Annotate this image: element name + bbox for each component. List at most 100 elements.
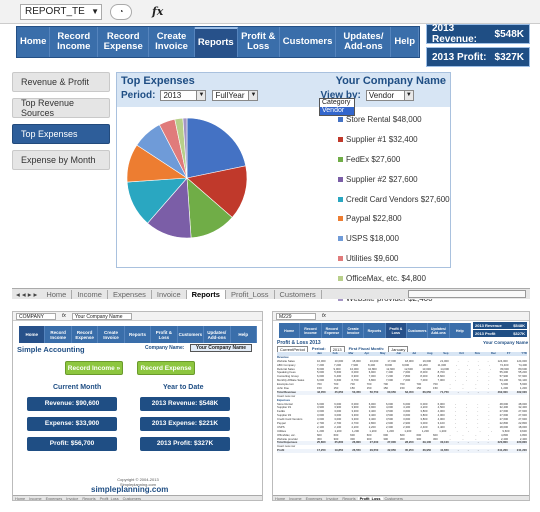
thumb1-tab-expenses[interactable]: Expenses [45,497,63,501]
thumb2-name-box[interactable]: M229 [276,312,316,320]
chevron-down-icon[interactable]: ▼ [403,91,413,100]
thumb1-tab-reports[interactable]: Reports [82,497,96,501]
thumb2-tab-income[interactable]: Income [289,497,302,501]
range-select[interactable]: FullYear ▼ [212,90,259,101]
chevron-down-icon[interactable]: ▼ [91,6,99,16]
table-cell: - [454,370,456,375]
header-cell: Mar [348,351,354,355]
chevron-down-icon[interactable]: ▼ [248,91,258,100]
thumb2-tab-home[interactable]: Home [275,497,286,501]
thumb1-nav-record-income[interactable]: Record Income [45,326,72,343]
table-cell: 30,100 [440,440,449,445]
nav-profit-loss[interactable]: Profit & Loss [238,27,280,57]
row-values: 3,900 3,900 3,900 3,900 4,000 4,100 4,200 4,500… [317,406,527,410]
nav-updates-add-ons[interactable]: Updates/ Add-ons [336,27,392,57]
sheet-tab-income[interactable]: Income [72,289,108,299]
table-cell: - [466,401,467,406]
nav-record-income[interactable]: Record Income [50,27,99,57]
thumb2-tab-profit-loss[interactable]: Profit_Loss [357,497,383,501]
nav-reports[interactable]: Reports [194,27,238,57]
thumb2-tab-customers[interactable]: Customers [384,497,403,501]
nav-record-expense[interactable]: Record Expense [98,27,150,57]
table-cell: 89,600 [518,366,527,371]
record-income-button[interactable]: Record Income » [65,361,123,375]
year-select[interactable]: 2013 ▼ [160,90,207,101]
legend-label: Store Rental $48,000 [346,115,422,125]
thumb1-nav-reports[interactable]: Reports [125,326,152,343]
sheet-tab-profit-loss[interactable]: Profit_Loss [226,289,275,299]
thumb1-tab-profit-loss[interactable]: Profit_Loss [99,497,119,501]
thumb2-nav-help[interactable]: Help [450,323,471,338]
thumb1-tab-income[interactable]: Income [29,497,42,501]
thumb1-tab-home[interactable]: Home [15,497,26,501]
sheet-tab-expenses[interactable]: Expenses [108,289,152,299]
thumb1-nav-record-expense[interactable]: Record Expense [72,326,99,343]
thumb2-nav-reports[interactable]: Reports [364,323,386,338]
table-cell: 3,600 [403,417,411,422]
thumb1-tab-customers[interactable]: Customers [122,497,141,501]
thumb1-company-input[interactable]: Your Company Name [190,344,252,352]
viewby-option-category[interactable]: Category [322,99,351,106]
table-cell: 300 [333,436,339,441]
thumb2-nav-customers[interactable]: Customers [407,323,429,338]
thumb2-nav-updates-add-ons[interactable]: Updates/ Add-ons [428,323,450,338]
thumb1-tab-invoice[interactable]: Invoice [66,497,79,501]
nav-customers[interactable]: Customers [280,27,337,57]
header-cell: Oct [459,351,464,355]
viewby-select[interactable]: Vendor ▼ [365,90,414,101]
table-cell: - [488,409,490,414]
table-cell: 2,700 [334,421,342,426]
thumb1-nav-create-invoice[interactable]: Create Invoice [98,326,125,343]
table-cell: 8,600 [437,374,445,379]
record-expense-button[interactable]: Record Expense » [137,361,195,385]
sidebar-item-expense-by-month[interactable]: Expense by Month [12,150,110,170]
thumb1-nav-profit-loss[interactable]: Profit & Loss [151,326,178,343]
legend-swatch [338,196,343,202]
table-cell: 10,000 [317,358,326,363]
chevron-down-icon[interactable]: ▼ [196,91,206,100]
thumb1-formula-value[interactable]: Your Company Name [71,312,132,320]
sheet-tab-home[interactable]: Home [41,289,73,299]
thumb2-nav-profit-loss[interactable]: Profit & Loss [385,323,407,338]
table-row: Paypal 2,700 2,700 2,700 2,800 2,900 2,900 3,00… [277,421,527,426]
table-cell: 27,200 [369,440,379,445]
thumb2-nav-record-income[interactable]: Record Income [300,323,322,338]
table-cell: 17,250 [317,448,326,453]
sheet-tab-invoice[interactable]: Invoice [152,289,187,299]
table-cell: - [454,421,456,426]
nav-help[interactable]: Help [391,27,419,57]
sidebar-item-top-expenses[interactable]: Top Expenses [12,124,110,144]
thumb2-tab-expenses[interactable]: Expenses [305,497,323,501]
horizontal-scrollbar[interactable] [408,290,526,298]
sheet-nav-arrows[interactable]: ◂ ◂ ▸ ▸ [16,289,38,299]
table-cell: - [457,358,459,363]
sheet-tab-customers[interactable]: Customers [275,289,322,299]
thumb2-nav-record-expense[interactable]: Record Expense [322,323,343,338]
thumb1-nav-home[interactable]: Home [19,326,46,343]
thumb2-tab-reports[interactable]: Reports [342,497,356,501]
table-cell: 3,900 [317,405,324,410]
thumb1-nav-help[interactable]: Help [231,326,257,343]
thumb2-nav-create-invoice[interactable]: Create Invoice [343,323,365,338]
sheet-tab-reports[interactable]: Reports [186,289,226,299]
viewby-option-vendor[interactable]: Vendor [320,107,354,115]
table-cell: 300 [383,436,388,441]
thumb2-nav-home[interactable]: Home [279,323,301,338]
thumb2-tab-invoice[interactable]: Invoice [326,497,339,501]
expand-icon[interactable]: ◔ [110,3,132,20]
thumb1-nav-updates-add-ons[interactable]: Updates/ Add-ons [204,326,231,343]
nav-home[interactable]: Home [17,27,51,57]
name-box[interactable]: REPORT_TE ▼ [20,3,102,20]
table-cell: 6,000 [351,401,359,406]
table-cell: 27,800 [387,440,396,445]
table-row: Referral Sales 8,000 9,000 10,000 10,800 12,6… [277,366,527,372]
sidebar-item-top-revenue-sources[interactable]: Top Revenue Sources [12,98,110,118]
table-cell: 21,000 [440,358,449,363]
table-row: Total Expenses 25,800 25,800 26,800 27,200 27… [277,440,527,446]
nav-create-invoice[interactable]: Create Invoice [149,27,195,57]
table-cell: 3,000 [334,413,342,418]
sidebar-item-revenue-profit[interactable]: Revenue & Profit [12,72,110,92]
table-cell: 7,000 [403,378,411,383]
thumb1-name-box[interactable]: COMPANY [16,312,56,320]
thumb1-nav-customers[interactable]: Customers [178,326,205,343]
